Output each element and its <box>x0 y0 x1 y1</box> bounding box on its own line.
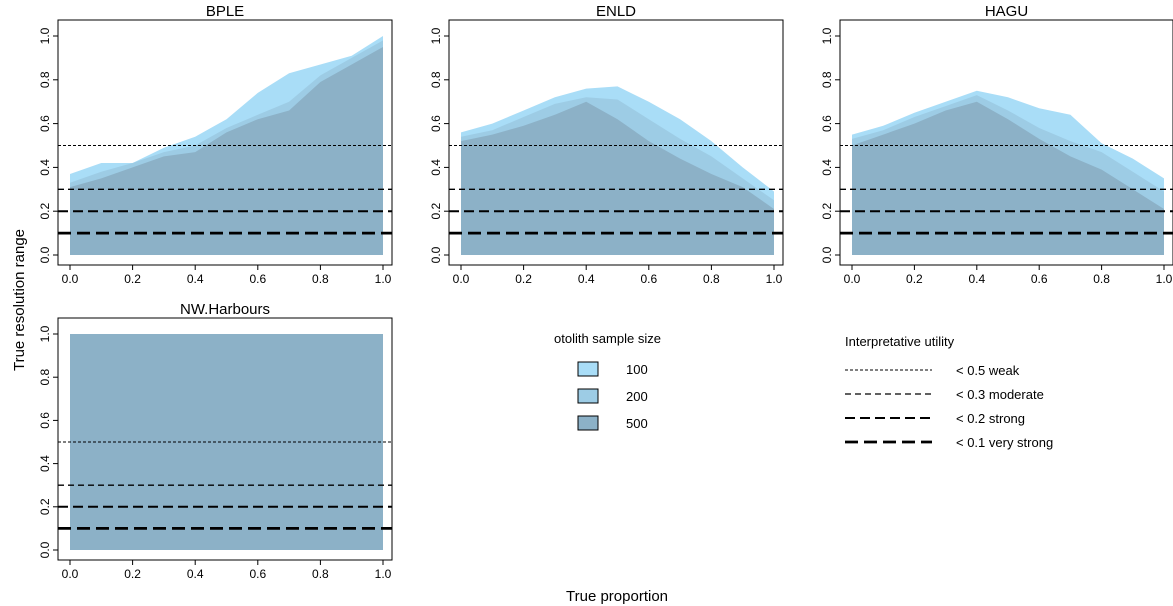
y-tick-label: 0.6 <box>38 115 52 132</box>
legend-sample-size: otolith sample size 100 200 500 <box>554 331 661 431</box>
legend-utility-label: < 0.1 very strong <box>956 435 1053 450</box>
y-tick-label: 1.0 <box>38 27 52 44</box>
legend-label-500: 500 <box>626 416 648 431</box>
y-tick-label: 0.6 <box>429 115 443 132</box>
area-500 <box>852 101 1164 255</box>
legend-swatch-100 <box>577 361 599 377</box>
x-tick-label: 0.4 <box>187 272 204 286</box>
x-tick-label: 1.0 <box>375 567 392 581</box>
y-tick-label: 0.0 <box>38 541 52 558</box>
y-tick-label: 0.8 <box>38 369 52 386</box>
x-tick-label: 0.6 <box>1031 272 1048 286</box>
area-500 <box>70 334 383 550</box>
y-tick-label: 0.0 <box>820 246 834 263</box>
area-500 <box>461 101 774 255</box>
x-tick-label: 0.2 <box>906 272 923 286</box>
panel-title: ENLD <box>596 3 636 20</box>
y-tick-label: 0.6 <box>820 115 834 132</box>
y-tick-label: 0.4 <box>429 159 443 176</box>
legend-utility-label: < 0.3 moderate <box>956 387 1044 402</box>
y-tick-label: 0.8 <box>820 71 834 88</box>
legend-utility-label: < 0.2 strong <box>956 411 1025 426</box>
panel-title: BPLE <box>206 3 244 20</box>
x-tick-label: 0.6 <box>640 272 657 286</box>
panel-title: HAGU <box>985 3 1028 20</box>
x-tick-label: 1.0 <box>375 272 392 286</box>
y-tick-label: 0.8 <box>429 71 443 88</box>
x-tick-label: 1.0 <box>1156 272 1173 286</box>
x-tick-label: 0.2 <box>124 567 141 581</box>
panels: BPLE 0.0 0.2 0.4 0.6 0.8 1.0 0.0 0.2 0.4 0.6 0.8 1.0… <box>38 3 1173 581</box>
x-tick-label: 0.8 <box>312 272 329 286</box>
y-tick-label: 0.8 <box>38 71 52 88</box>
legend-interpretative-utility: Interpretative utility < 0.5 weak < 0.3 m… <box>845 334 1053 450</box>
x-tick-label: 0.0 <box>62 567 79 581</box>
x-tick-label: 1.0 <box>766 272 783 286</box>
x-tick-label: 0.4 <box>187 567 204 581</box>
x-tick-label: 0.6 <box>249 567 266 581</box>
y-tick-label: 0.0 <box>429 246 443 263</box>
legend-label-100: 100 <box>626 362 648 377</box>
x-tick-label: 0.4 <box>578 272 595 286</box>
x-tick-label: 0.2 <box>515 272 532 286</box>
x-tick-label: 0.8 <box>703 272 720 286</box>
panel-hagu: HAGU 0.0 0.2 0.4 0.6 0.8 1.0 0.0 0.2 0.4 0.6 0.8 1.0 <box>820 3 1173 286</box>
legend-swatch-200 <box>577 388 599 404</box>
legend-label-200: 200 <box>626 389 648 404</box>
x-axis-label: True proportion <box>566 588 668 605</box>
panel-bple: BPLE 0.0 0.2 0.4 0.6 0.8 1.0 0.0 0.2 0.4 0.6 0.8 1.0 <box>38 3 393 286</box>
y-tick-label: 0.2 <box>429 203 443 220</box>
panel-enld: ENLD 0.0 0.2 0.4 0.6 0.8 1.0 0.0 0.2 0.4 0.6 0.8 1.0 <box>429 3 784 286</box>
y-tick-label: 0.2 <box>38 203 52 220</box>
y-tick-label: 0.4 <box>38 159 52 176</box>
panel-title: NW.Harbours <box>180 301 270 318</box>
x-tick-label: 0.8 <box>1093 272 1110 286</box>
x-tick-label: 0.4 <box>968 272 985 286</box>
y-tick-label: 0.0 <box>38 246 52 263</box>
x-tick-label: 0.0 <box>844 272 861 286</box>
legend-utility-title: Interpretative utility <box>845 334 955 349</box>
y-tick-label: 1.0 <box>429 27 443 44</box>
y-tick-label: 0.2 <box>38 498 52 515</box>
y-tick-label: 0.6 <box>38 412 52 429</box>
y-tick-label: 0.4 <box>820 159 834 176</box>
y-tick-label: 1.0 <box>820 27 834 44</box>
x-tick-label: 0.6 <box>249 272 266 286</box>
x-tick-label: 0.8 <box>312 567 329 581</box>
legend-sample-title: otolith sample size <box>554 331 661 346</box>
x-tick-label: 0.2 <box>124 272 141 286</box>
legend-utility-label: < 0.5 weak <box>956 363 1020 378</box>
y-axis-label: True resolution range <box>11 229 28 371</box>
x-tick-label: 0.0 <box>453 272 470 286</box>
y-tick-label: 0.4 <box>38 455 52 472</box>
area-500 <box>70 47 383 255</box>
y-tick-label: 0.2 <box>820 203 834 220</box>
y-tick-label: 1.0 <box>38 325 52 342</box>
legend-swatch-500 <box>577 415 599 431</box>
panel-nw-harbours: NW.Harbours 0.0 0.2 0.4 0.6 0.8 1.0 0.0 0.2 0.4 0.… <box>38 301 393 581</box>
x-tick-label: 0.0 <box>62 272 79 286</box>
